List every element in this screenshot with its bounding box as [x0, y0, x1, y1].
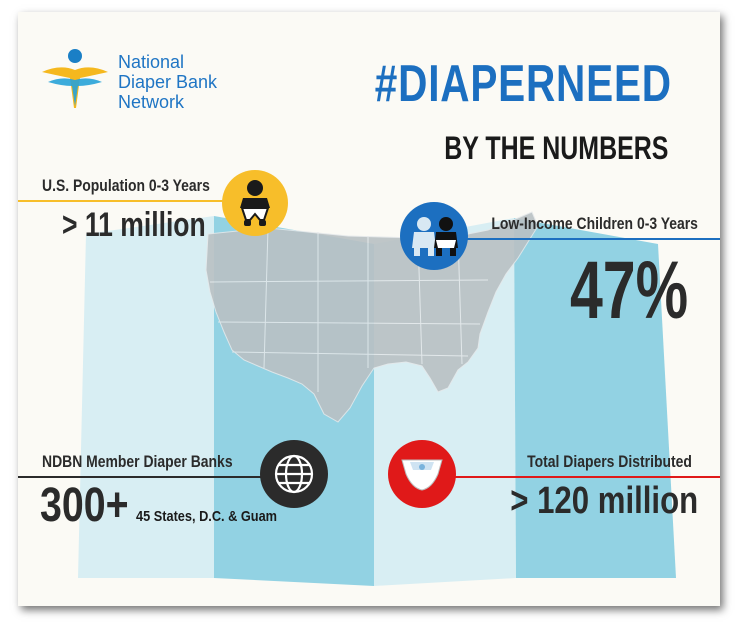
globe-icon: [260, 440, 328, 508]
low-income-label: Low-Income Children 0-3 Years: [491, 214, 698, 233]
diapers-value: > 120 million: [510, 480, 698, 522]
diapers-underline: [454, 476, 720, 478]
banks-detail: 45 States, D.C. & Guam: [136, 508, 278, 525]
subtitle: BY THE NUMBERS: [443, 130, 668, 166]
low-income-underline: [466, 238, 720, 240]
logo-line-2: Diaper Bank: [118, 72, 218, 92]
two-babies-icon: [400, 202, 468, 270]
person-figure-logo: [42, 49, 108, 108]
diapers-label: Total Diapers Distributed: [527, 452, 692, 471]
hashtag-title: #DIAPERNEED: [374, 55, 672, 113]
population-underline: [18, 200, 228, 202]
population-value: > 11 million: [62, 206, 206, 244]
baby-icon: [222, 170, 288, 236]
banks-underline: [18, 476, 268, 478]
banks-label: NDBN Member Diaper Banks: [42, 452, 233, 471]
logo-line-1: National: [118, 52, 185, 72]
infographic-card: National Diaper Bank Network #DIAPERNEED…: [18, 12, 720, 606]
diaper-icon: [388, 440, 456, 508]
low-income-value: 47%: [569, 245, 688, 336]
logo-line-3: Network: [118, 92, 185, 112]
population-label: U.S. Population 0-3 Years: [42, 176, 210, 195]
logo-wordmark: National Diaper Bank Network: [118, 52, 217, 112]
banks-value: 300+: [40, 479, 129, 532]
